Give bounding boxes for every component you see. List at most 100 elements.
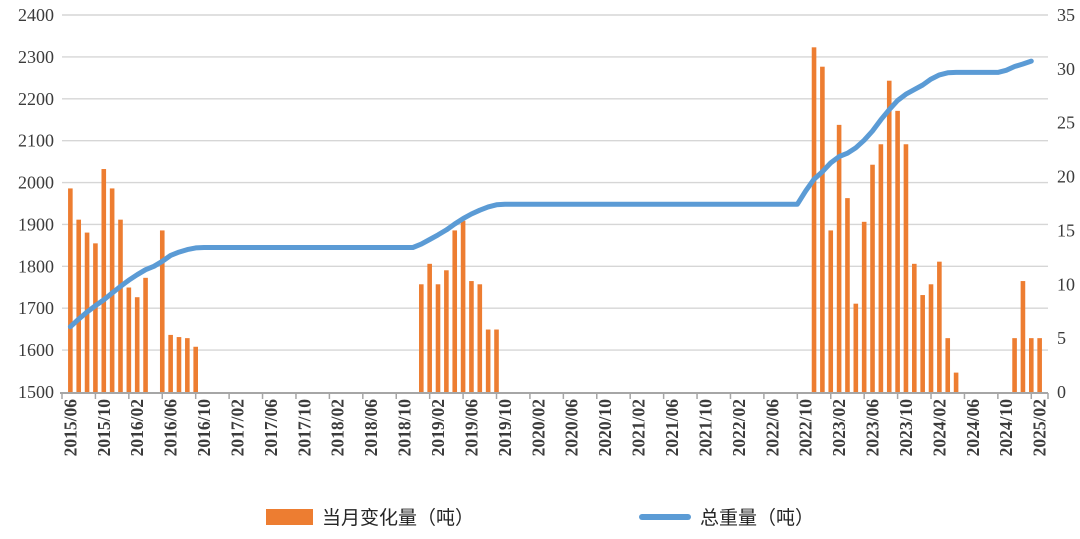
bar-2016-01 (126, 287, 132, 392)
bar-2019-09 (494, 329, 499, 392)
x-axis-label: 2025/02 (1030, 399, 1050, 456)
y-left-axis-label: 1500 (18, 382, 54, 402)
bar-2025-01 (1028, 338, 1034, 392)
y-left-axis-label: 2100 (18, 131, 54, 151)
bar-2023-09 (895, 110, 900, 392)
y-left-axis-label: 1900 (18, 214, 54, 234)
legend: 当月变化量（吨） 总重量（吨） (0, 503, 1080, 530)
bar-2023-10 (903, 144, 909, 392)
x-axis-label: 2020/10 (595, 399, 615, 457)
x-axis-label: 2018/02 (328, 399, 348, 456)
bar-swatch-icon (265, 508, 313, 525)
legend-label-monthly-change: 当月变化量（吨） (321, 508, 474, 529)
legend-item-total-weight: 总重量（吨） (639, 503, 814, 530)
bar-2024-03 (945, 338, 951, 392)
bar-2015-06 (68, 188, 73, 392)
x-axis-label: 2019/06 (461, 399, 481, 457)
x-axis-label: 2021/10 (695, 399, 715, 457)
x-axis-label: 2023/10 (896, 399, 916, 457)
bar-2024-11 (1012, 338, 1017, 392)
x-axis-label: 2017/06 (261, 399, 281, 457)
legend-item-monthly-change: 当月变化量（吨） (265, 503, 474, 530)
y-left-axis-label: 2000 (18, 173, 54, 193)
y-left-axis-label: 1700 (18, 298, 54, 318)
y-left-axis-label: 2300 (18, 47, 54, 67)
bar-2016-05 (159, 230, 165, 392)
bar-2018-12 (419, 284, 424, 392)
bar-2023-11 (912, 263, 917, 392)
bar-2015-09 (93, 243, 98, 392)
bar-2023-05 (861, 221, 867, 392)
bar-2015-07 (76, 219, 82, 392)
y-left-axis-label: 1800 (18, 256, 54, 276)
y-left-axis-label: 1600 (18, 340, 54, 360)
bar-2025-02 (1037, 338, 1042, 392)
x-axis-label: 2018/10 (395, 399, 415, 457)
x-axis-label: 2020/02 (528, 399, 548, 456)
bar-2019-08 (485, 329, 491, 392)
bar-2023-02 (836, 124, 842, 393)
x-axis-label: 2020/06 (562, 399, 582, 457)
y-right-axis-label: 10 (1057, 274, 1075, 294)
y-left-axis-label: 2400 (18, 5, 54, 25)
x-axis-label: 2016/10 (194, 399, 214, 457)
y-right-axis-label: 20 (1057, 167, 1075, 187)
x-axis-label: 2019/10 (495, 399, 515, 457)
x-axis-label: 2017/10 (294, 399, 314, 457)
x-axis-label: 2016/06 (161, 399, 181, 457)
bar-2016-09 (193, 346, 198, 392)
y-right-axis-label: 0 (1057, 382, 1066, 402)
bar-2016-08 (185, 338, 190, 392)
y-right-axis-label: 5 (1057, 328, 1066, 348)
bar-2024-01 (928, 284, 934, 392)
x-axis-label: 2022/10 (796, 399, 816, 457)
bar-2023-06 (870, 164, 875, 392)
x-axis-label: 2023/02 (829, 399, 849, 456)
bar-2023-01 (828, 230, 834, 392)
bar-2019-02 (435, 284, 441, 392)
x-axis-label: 2018/06 (361, 399, 381, 457)
x-axis-label: 2021/06 (662, 399, 682, 457)
x-axis-label: 2022/06 (762, 399, 782, 457)
total-weight-line (67, 58, 1034, 330)
bar-2019-05 (460, 220, 466, 392)
bar-2023-07 (878, 144, 884, 392)
x-axis-label: 2024/06 (963, 399, 983, 457)
bar-2019-04 (452, 230, 458, 392)
bar-2023-04 (853, 303, 859, 392)
bar-2015-12 (118, 219, 123, 392)
x-axis-label: 2015/06 (60, 399, 80, 457)
y-right-axis-label: 35 (1057, 5, 1075, 25)
y-left-axis-label: 2200 (18, 89, 54, 109)
bar-2024-12 (1020, 281, 1026, 392)
bar-2022-11 (811, 47, 817, 393)
x-axis-label: 2016/02 (127, 399, 147, 456)
x-axis-label: 2024/10 (996, 399, 1016, 457)
bar-2019-03 (444, 270, 449, 392)
y-right-axis-label: 15 (1057, 220, 1075, 240)
bar-2016-06 (168, 334, 173, 392)
x-axis-label: 2015/10 (94, 399, 114, 457)
bar-2019-01 (427, 263, 432, 392)
bar-2015-10 (101, 169, 107, 392)
y-right-axis-label: 30 (1057, 59, 1075, 79)
bar-2019-07 (477, 284, 483, 392)
line-swatch-icon (639, 513, 691, 520)
x-axis-label: 2023/06 (863, 399, 883, 457)
bar-2016-07 (176, 337, 182, 392)
bar-2023-12 (920, 295, 925, 392)
x-axis-label: 2024/02 (929, 399, 949, 456)
bar-2022-12 (820, 66, 825, 393)
bar-2024-04 (953, 372, 959, 392)
x-axis-label: 2019/02 (428, 399, 448, 456)
bar-2023-08 (886, 80, 892, 392)
y-right-axis-label: 25 (1057, 113, 1075, 133)
bar-2016-02 (134, 297, 140, 392)
bar-2016-03 (143, 277, 148, 392)
bar-2024-02 (937, 261, 942, 392)
x-axis-label: 2022/02 (729, 399, 749, 456)
x-axis-label: 2017/02 (227, 399, 247, 456)
x-axis-label: 2021/02 (629, 399, 649, 456)
